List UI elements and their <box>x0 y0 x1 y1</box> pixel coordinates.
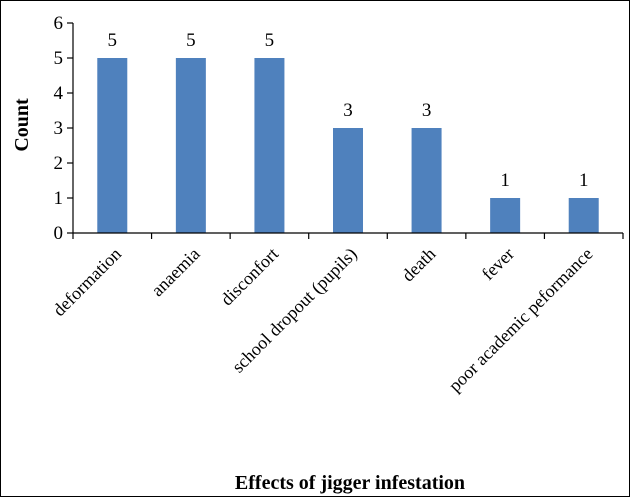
x-ticks-group <box>72 233 624 239</box>
x-category-label-0: deformation <box>49 244 125 320</box>
data-labels-group: 5 5 5 3 3 1 1 <box>108 30 589 191</box>
y-tick-label: 5 <box>54 48 64 69</box>
data-label-5: 1 <box>500 170 510 191</box>
bar-5 <box>490 198 521 233</box>
y-ticks-group: 0 1 2 3 4 5 6 <box>54 13 73 244</box>
x-category-label-2: disconfort <box>217 244 283 310</box>
bar-1 <box>175 58 206 233</box>
bar-3 <box>333 128 363 233</box>
y-tick-label: 6 <box>54 13 64 34</box>
y-tick-label: 4 <box>54 83 64 104</box>
bar-2 <box>254 58 285 233</box>
bars-group <box>97 58 599 233</box>
data-label-3: 3 <box>343 100 353 121</box>
x-category-label-6: poor academic peformance <box>445 244 597 396</box>
data-label-4: 3 <box>422 100 432 121</box>
bar-4 <box>411 128 442 233</box>
y-tick-label: 2 <box>54 153 64 174</box>
bar-6 <box>568 198 599 233</box>
x-category-label-5: fever <box>478 244 518 284</box>
data-label-1: 5 <box>186 30 196 51</box>
data-label-2: 5 <box>265 30 275 51</box>
bar-0 <box>97 58 128 233</box>
y-tick-label: 0 <box>54 223 64 244</box>
x-category-label-4: death <box>398 244 440 286</box>
x-axis-title: Effects of jigger infestation <box>235 472 465 494</box>
y-tick-label: 1 <box>54 188 64 209</box>
data-label-6: 1 <box>579 170 589 191</box>
y-tick-label: 3 <box>54 118 64 139</box>
data-label-0: 5 <box>108 30 118 51</box>
y-axis-title: Count <box>11 98 33 152</box>
x-category-label-1: anaemia <box>147 244 204 301</box>
